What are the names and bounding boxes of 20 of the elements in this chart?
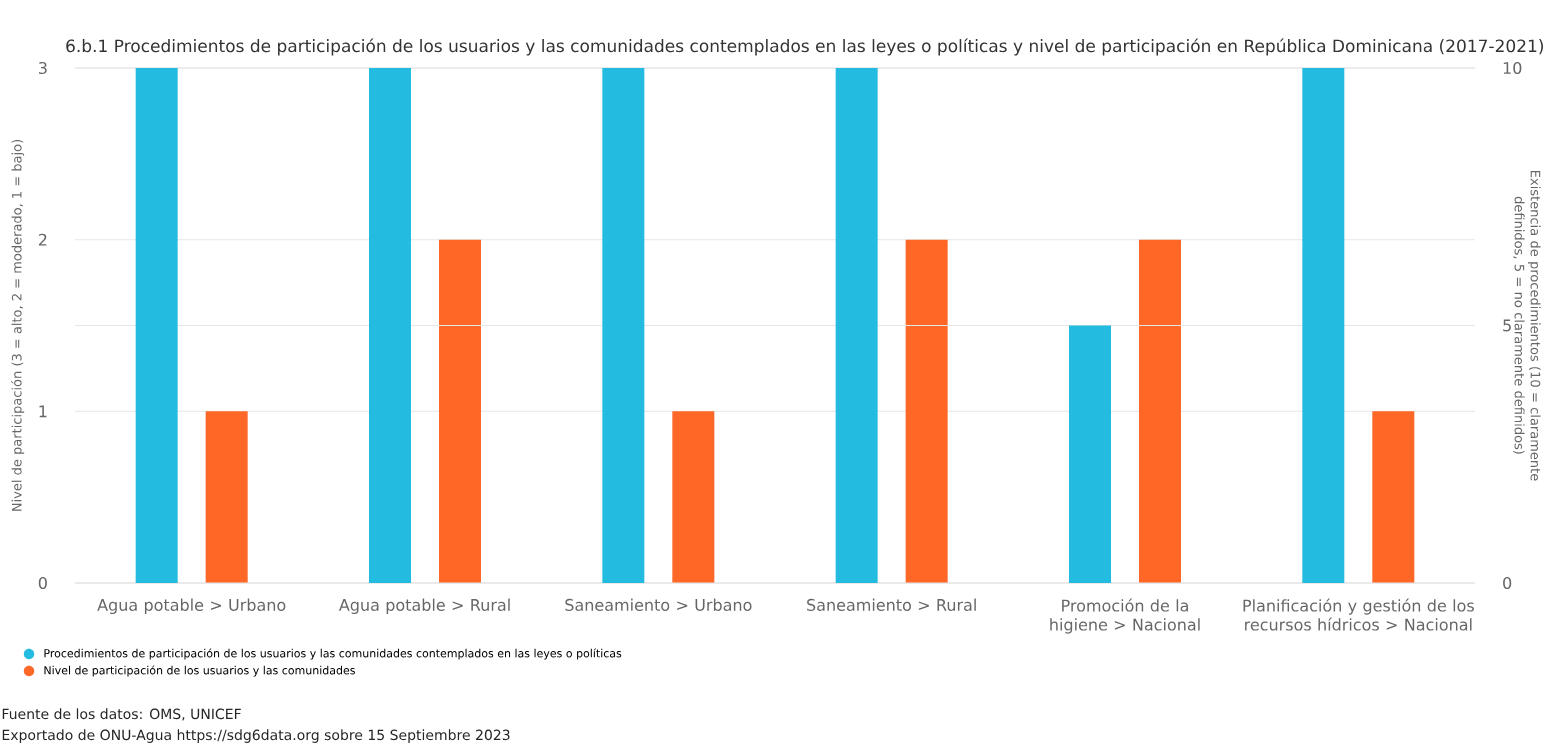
y-tick-label: 1 xyxy=(39,405,47,418)
y2-axis-title: Existencia de procedimientos (10 = claramente definidos, 5 = no claramente definidos) xyxy=(1512,171,1541,481)
x-tick-label: Agua potable > Rural xyxy=(338,598,510,615)
y2-tick-label: 0 xyxy=(1503,576,1512,590)
legend-label: Nivel de participación de los usuarios y las comunidades xyxy=(44,665,355,677)
x-tick-label: Saneamiento > Rural xyxy=(807,598,976,611)
x-tick-label: Planificación y gestión de los recursos hídricos > Nacional xyxy=(1243,598,1474,631)
x-tick-label: Promoción de la higiene > Nacional xyxy=(1050,598,1200,634)
source-note: Fuente de los datos: OMS, UNICEF xyxy=(2,708,241,721)
legend-label: Procedimientos de participación de los usuarios y las comunidades contemplados en las leyes o políticas xyxy=(44,648,622,660)
x-tick-label: Agua potable > Urbano xyxy=(97,598,286,615)
y-axis-title: Nivel de participación (3 = alto, 2 = moderado, 1 = bajo) xyxy=(11,139,25,511)
y-tick-label: 0 xyxy=(38,576,47,590)
y2-tick-label: 5 xyxy=(1503,319,1511,332)
chart-title: 6.b.1 Procedimientos de participación de los usuarios y las comunidades contemplados en las leyes o políticas y nivel de participación en República Dominicana (2017-2021) xyxy=(66,38,1544,56)
y-tick-label: 3 xyxy=(38,61,47,75)
text: Exportado de ONU-Agua https://sdg6data.org sobre 15 Septiembre 2023 xyxy=(2,729,510,743)
y-tick-label: 2 xyxy=(38,233,47,246)
x-tick-label: Saneamiento > Urbano xyxy=(565,598,752,611)
y2-tick-label: 10 xyxy=(1503,61,1522,75)
